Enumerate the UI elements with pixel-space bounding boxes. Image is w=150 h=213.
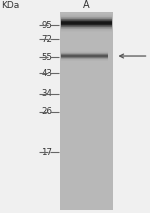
Bar <box>61 27 112 28</box>
Bar <box>61 52 108 53</box>
Bar <box>61 25 112 26</box>
Bar <box>61 19 112 20</box>
Text: KDa: KDa <box>2 1 20 10</box>
Bar <box>61 60 108 61</box>
Bar <box>61 20 112 21</box>
Bar <box>61 23 112 24</box>
Bar <box>61 17 112 18</box>
Bar <box>61 58 108 59</box>
Bar <box>61 56 108 57</box>
Text: 34: 34 <box>42 89 52 98</box>
Text: 43: 43 <box>42 69 52 78</box>
Bar <box>61 51 108 52</box>
Text: 72: 72 <box>42 35 52 44</box>
Text: 26: 26 <box>42 107 52 116</box>
Text: 17: 17 <box>42 148 52 157</box>
Text: 55: 55 <box>42 53 52 62</box>
Bar <box>61 16 112 17</box>
Bar <box>61 14 112 15</box>
Bar <box>61 53 108 54</box>
Bar <box>61 30 112 31</box>
Bar <box>61 54 108 55</box>
Bar <box>61 24 112 25</box>
Bar <box>61 55 108 56</box>
Bar <box>61 18 112 19</box>
Bar <box>61 31 112 32</box>
Bar <box>61 21 112 22</box>
Text: 95: 95 <box>42 21 52 30</box>
Bar <box>61 29 112 30</box>
Bar <box>61 59 108 60</box>
Bar <box>61 57 108 58</box>
Bar <box>61 22 112 23</box>
Bar <box>61 26 112 27</box>
Bar <box>61 15 112 16</box>
Bar <box>61 28 112 29</box>
Text: A: A <box>83 0 90 10</box>
Bar <box>60 12 112 210</box>
